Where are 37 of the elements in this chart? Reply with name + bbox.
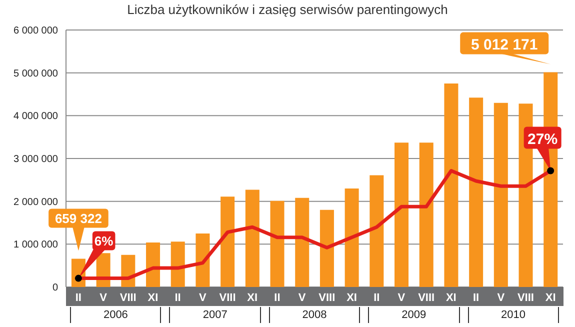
x-tick-label: XI xyxy=(346,292,357,304)
x-tick-label: V xyxy=(298,292,306,304)
x-tick-label: VIII xyxy=(517,292,534,304)
text: 2008 xyxy=(268,307,360,323)
x-tick-label: V xyxy=(199,292,208,304)
data-label: 659 322 xyxy=(54,210,102,226)
x-tick-label: II xyxy=(472,292,480,304)
x-tick-label: XI xyxy=(446,292,456,304)
text: 2006 xyxy=(70,307,162,323)
x-tick-label: VIII xyxy=(318,292,336,304)
x-tick-label: II xyxy=(274,292,280,304)
data-label: 27% xyxy=(528,130,558,148)
y-tick-label: 1 000 000 xyxy=(14,240,58,251)
x-tick-label: II xyxy=(75,292,82,304)
text: 2007 xyxy=(169,307,261,323)
y-tick-label: 2 000 000 xyxy=(14,196,58,208)
x-tick-label: VIII xyxy=(418,292,435,304)
text: 2010 xyxy=(468,307,559,323)
x-tick-label: II xyxy=(174,292,181,304)
x-tick-label: II xyxy=(374,292,380,304)
x-tick-label: V xyxy=(398,292,406,304)
x-tick-label: VIII xyxy=(219,292,236,304)
x-tick-label: V xyxy=(100,292,108,304)
data-label: 5 012 171 xyxy=(471,36,538,54)
x-tick-label: VIII xyxy=(120,292,136,304)
y-tick-label: 3 000 000 xyxy=(14,154,58,166)
data-label: 6% xyxy=(94,233,114,248)
y-tick-label: 4 000 000 xyxy=(14,111,58,122)
x-tick-label: V xyxy=(497,292,506,304)
y-tick-label: 5 000 000 xyxy=(14,68,58,80)
y-tick-label: 6 000 000 xyxy=(14,26,58,37)
text: 2009 xyxy=(368,307,460,323)
chart-title: Liczba użytkowników i zasięg serwisów parentingowych xyxy=(126,2,449,17)
x-tick-label: XI xyxy=(247,292,258,304)
y-tick-label: 0 xyxy=(52,282,58,294)
x-tick-label: XI xyxy=(148,292,158,304)
x-tick-label: XI xyxy=(545,292,556,304)
